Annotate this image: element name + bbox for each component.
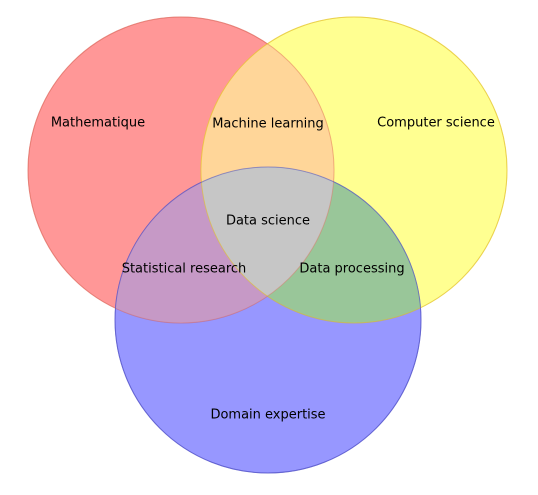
- ab-label: Machine learning: [212, 117, 324, 132]
- set-b-outline: [200, 16, 508, 324]
- abc-label: Data science: [226, 214, 310, 229]
- set-c-label: Domain expertise: [210, 408, 325, 423]
- set-b-label: Computer science: [377, 116, 495, 131]
- ac-label: Statistical research: [122, 262, 247, 277]
- set-a-label: Mathematique: [51, 116, 145, 131]
- set-c-outline: [114, 166, 422, 474]
- set-a-outline: [27, 16, 335, 324]
- bc-label: Data processing: [299, 262, 404, 277]
